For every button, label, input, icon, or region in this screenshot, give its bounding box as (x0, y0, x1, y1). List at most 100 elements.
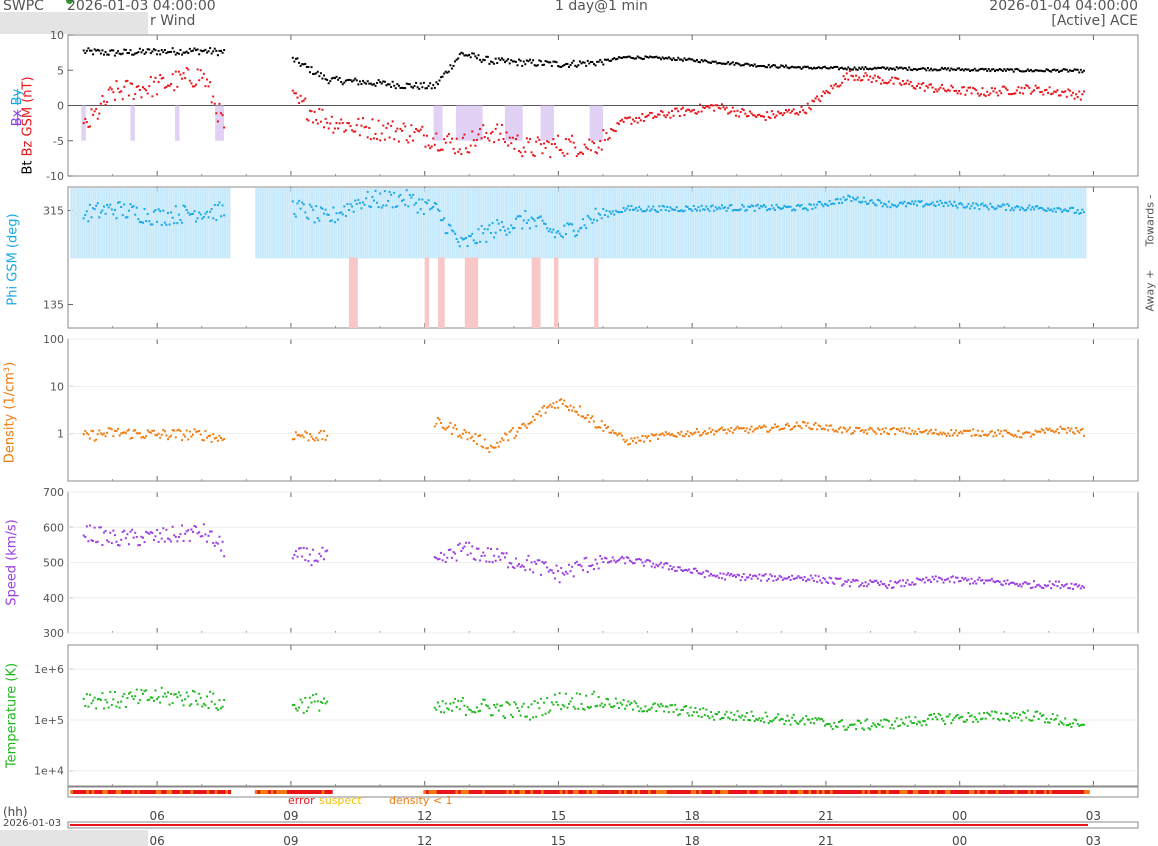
temperature-point (1037, 718, 1040, 721)
phi-point (706, 207, 709, 210)
flag-mark (292, 790, 296, 794)
bz-point (847, 78, 850, 81)
towards-band (502, 188, 505, 259)
bz-point (734, 114, 737, 117)
temperature-point (188, 704, 191, 707)
flag-mark (747, 790, 751, 794)
density-point (856, 427, 859, 430)
density-point (950, 428, 953, 431)
phi-point (926, 203, 929, 206)
phi-point (628, 208, 631, 211)
phi-point (898, 202, 901, 205)
flag-mark (121, 790, 125, 794)
speed-point (589, 565, 592, 568)
speed-point (689, 571, 692, 574)
bz-point (663, 114, 666, 117)
flag-mark (658, 790, 662, 794)
density-point (458, 434, 461, 437)
speed-point (811, 577, 814, 580)
flag-mark (811, 790, 815, 794)
bz-point (1015, 89, 1018, 92)
bt-point (135, 52, 138, 55)
speed-point (822, 577, 825, 580)
temperature-point (727, 716, 730, 719)
phi-point (625, 207, 628, 210)
towards-band (226, 188, 229, 259)
speed-point (930, 580, 933, 583)
bt-point (660, 58, 663, 61)
speed-point (886, 586, 889, 589)
phi-point (993, 208, 996, 211)
temperature-point (1018, 713, 1021, 716)
towards-band (324, 188, 327, 259)
bt-point (151, 50, 154, 53)
phi-point (402, 198, 405, 201)
phi-point (411, 193, 414, 196)
bz-point (1056, 89, 1059, 92)
flag-mark (161, 790, 165, 794)
bt-point (956, 67, 959, 70)
towards-band (513, 188, 516, 259)
speed-point (714, 575, 717, 578)
towards-band (1044, 188, 1047, 259)
towards-band (199, 188, 202, 259)
density-point (474, 433, 477, 436)
speed-point (106, 539, 109, 542)
density-point (876, 427, 879, 430)
speed-point (1004, 582, 1007, 585)
density-point (304, 430, 307, 433)
speed-point (658, 563, 661, 566)
flag-mark (819, 790, 823, 794)
bz-point (1050, 93, 1053, 96)
density-point (299, 435, 302, 438)
bz-point (188, 79, 191, 82)
speed-point (1047, 584, 1050, 587)
bz-point (909, 80, 912, 83)
phi-point (84, 213, 87, 216)
phi-point (962, 206, 965, 209)
phi-point (204, 212, 207, 215)
flag-mark (883, 790, 887, 794)
bt-point (471, 52, 474, 55)
flag-mark (701, 790, 705, 794)
speed-point (1037, 583, 1040, 586)
speed-point (500, 552, 503, 555)
phi-point (770, 204, 773, 207)
bz-point (937, 88, 940, 91)
phi-point (1011, 207, 1014, 210)
speed-point (310, 564, 313, 567)
bz-point (510, 142, 513, 145)
bz-point (950, 84, 953, 87)
speed-point (594, 558, 597, 561)
flag-mark (484, 790, 488, 794)
temperature-point (681, 708, 684, 711)
bz-point (944, 89, 947, 92)
towards-band (1004, 188, 1007, 259)
speed-point (124, 537, 127, 540)
bt-point (137, 51, 140, 54)
bt-point (831, 67, 834, 70)
phi-point (477, 228, 480, 231)
towards-band (1035, 188, 1038, 259)
speed-point (321, 546, 324, 549)
bt-point (204, 48, 207, 51)
bt-point (970, 69, 973, 72)
time-bar-frame (67, 821, 1139, 829)
flag-mark (717, 790, 721, 794)
speed-point (830, 577, 833, 580)
flag-mark (508, 790, 512, 794)
speed-point (101, 543, 104, 546)
bt-point (631, 57, 634, 60)
towards-band (391, 188, 394, 259)
phi-point (586, 214, 589, 217)
flag-mark (939, 790, 943, 794)
phi-point (930, 202, 933, 205)
density-point (135, 432, 138, 435)
bz-point (115, 80, 118, 83)
flag-mark (185, 790, 189, 794)
bz-point (1014, 92, 1017, 95)
temperature-point (775, 716, 778, 719)
towards-band (422, 188, 425, 259)
bt-point (750, 63, 753, 66)
bz-point (513, 147, 516, 150)
